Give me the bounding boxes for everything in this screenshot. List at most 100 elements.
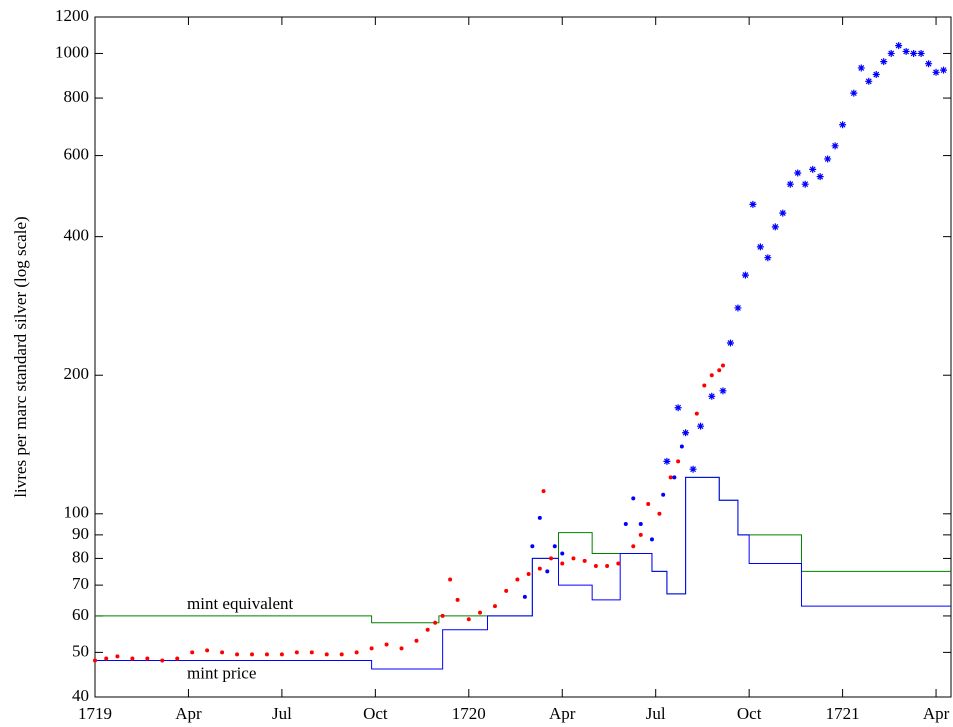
y-tick-label: 70: [72, 574, 89, 593]
star-marker: [816, 173, 824, 181]
star-marker: [809, 165, 817, 173]
y-tick-label: 200: [64, 364, 90, 383]
dot-marker: [104, 656, 109, 661]
x-tick-label: 1720: [452, 704, 486, 723]
star-marker: [794, 169, 802, 177]
star-marker: [764, 254, 772, 262]
dot-marker: [694, 411, 699, 416]
dot-marker: [399, 646, 404, 651]
star-marker: [682, 429, 690, 437]
dot-marker: [638, 532, 643, 537]
star-marker: [910, 49, 918, 57]
dot-marker: [593, 564, 598, 569]
dot-marker: [190, 650, 195, 655]
y-tick-label: 600: [64, 144, 90, 163]
star-marker: [663, 457, 671, 465]
dot-marker: [93, 658, 97, 663]
dot-marker: [309, 650, 314, 655]
dot-marker: [264, 652, 269, 657]
x-tick-label: Oct: [737, 704, 762, 723]
star-marker: [824, 155, 832, 163]
dot-marker: [709, 373, 714, 378]
star-marker: [749, 200, 757, 208]
series-label: mint equivalent: [187, 594, 294, 613]
x-tick-label: Jul: [646, 704, 666, 723]
dot-marker: [115, 654, 120, 659]
step-line: [95, 476, 951, 670]
x-tick-label: Apr: [549, 704, 576, 723]
dot-marker: [702, 383, 707, 388]
dot-marker: [522, 594, 527, 599]
dot-marker: [384, 642, 389, 647]
dot-marker: [582, 558, 587, 563]
dot-marker: [515, 577, 520, 582]
dot-marker: [672, 475, 677, 480]
star-marker: [831, 142, 839, 150]
star-marker: [902, 47, 910, 55]
star-marker: [674, 404, 682, 412]
star-marker: [801, 180, 809, 188]
y-tick-label: 1200: [55, 6, 89, 25]
dot-marker: [205, 648, 210, 653]
dot-marker: [294, 650, 299, 655]
y-tick-label: 100: [64, 503, 90, 522]
dot-marker: [324, 652, 329, 657]
star-marker: [940, 66, 948, 74]
star-marker: [689, 465, 697, 473]
dot-marker: [537, 566, 542, 571]
star-marker: [726, 339, 734, 347]
dot-marker: [605, 564, 610, 569]
x-tick-label: Apr: [175, 704, 202, 723]
y-tick-label: 50: [72, 641, 89, 660]
star-marker: [895, 42, 903, 50]
y-tick-label: 60: [72, 605, 89, 624]
dot-marker: [549, 556, 554, 561]
dot-marker: [455, 597, 460, 602]
dot-marker: [657, 511, 662, 516]
dot-marker: [545, 569, 550, 574]
star-marker: [771, 223, 779, 231]
dot-marker: [560, 561, 565, 566]
dot-marker: [354, 650, 359, 655]
dot-marker: [649, 537, 654, 542]
dot-marker: [661, 492, 666, 497]
star-marker: [756, 243, 764, 251]
star-marker: [734, 304, 742, 312]
dot-marker: [646, 502, 651, 507]
x-tick-label: 1721: [826, 704, 860, 723]
dot-marker: [526, 572, 531, 577]
y-axis-label: livres per marc standard silver (log sca…: [11, 216, 30, 497]
star-marker: [925, 60, 933, 68]
x-tick-label: Oct: [363, 704, 388, 723]
dot-marker: [571, 556, 576, 561]
star-marker: [741, 271, 749, 279]
dot-marker: [433, 620, 438, 625]
star-marker: [865, 77, 873, 85]
dot-marker: [478, 610, 483, 615]
y-tick-label: 400: [64, 226, 90, 245]
dot-marker: [175, 656, 180, 661]
star-marker: [887, 49, 895, 57]
star-marker: [857, 64, 865, 72]
dot-marker: [616, 561, 621, 566]
dot-marker: [220, 650, 225, 655]
star-marker: [850, 89, 858, 97]
star-marker: [880, 58, 888, 66]
star-marker: [697, 422, 705, 430]
x-tick-label: 1719: [78, 704, 112, 723]
dot-marker: [668, 475, 673, 480]
dot-marker: [466, 617, 471, 622]
star-marker: [786, 180, 794, 188]
dot-marker: [717, 368, 722, 373]
dot-marker: [679, 444, 684, 449]
dot-marker: [504, 588, 509, 593]
dot-marker: [631, 496, 636, 501]
dot-marker: [448, 577, 453, 582]
x-tick-label: Apr: [923, 704, 950, 723]
star-marker: [917, 49, 925, 57]
dot-marker: [440, 613, 445, 618]
dot-marker: [720, 363, 725, 368]
dot-marker: [541, 489, 546, 494]
star-marker: [932, 68, 940, 76]
dot-marker: [631, 544, 636, 549]
